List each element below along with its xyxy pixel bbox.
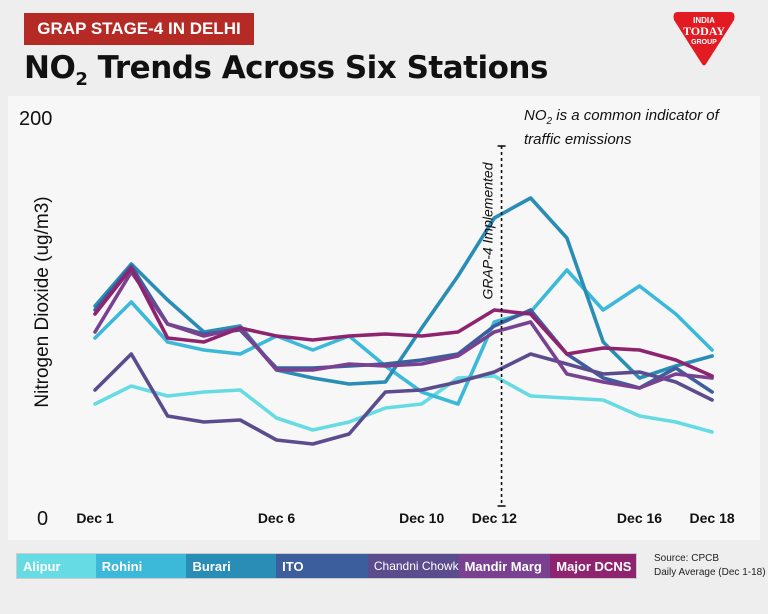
annotation-line1: NO2 is a common indicator of bbox=[524, 107, 721, 127]
x-tick-label: Dec 6 bbox=[258, 510, 296, 526]
y-tick-label: 200 bbox=[19, 108, 52, 130]
x-tick-label: Dec 10 bbox=[399, 510, 444, 526]
x-tick-label: Dec 12 bbox=[472, 510, 517, 526]
marker-label: GRAP-4 Implemented bbox=[480, 161, 496, 299]
no2-line-chart: 0 200 Dec 1 Dec 6 Dec 10 Dec 12 Dec 16 Dec 18 N… bbox=[19, 107, 735, 530]
series-line-alipur bbox=[93, 374, 714, 434]
series-line-mandir-marg bbox=[93, 270, 714, 390]
title-subscript: 2 bbox=[75, 69, 88, 91]
source-note: Source: CPCB Daily Average (Dec 1-18) bbox=[654, 552, 766, 580]
title-rest: Trends Across Six Stations bbox=[87, 50, 549, 86]
series-line-rohini bbox=[93, 268, 714, 406]
series-line-chandni-chowk bbox=[93, 352, 714, 446]
legend-item-chandni-chowk: Chandni Chowk bbox=[367, 554, 459, 578]
logo-shape bbox=[673, 12, 735, 66]
x-tick-label: Dec 16 bbox=[617, 510, 662, 526]
series-group bbox=[93, 196, 714, 446]
logo-line1: INDIA bbox=[693, 16, 715, 25]
legend-item-ito: ITO bbox=[276, 554, 368, 578]
legend-item-alipur: Alipur bbox=[17, 554, 96, 578]
series-line-major-dcns bbox=[93, 266, 714, 378]
x-tick-label: Dec 1 bbox=[76, 510, 114, 526]
stage-tag: GRAP STAGE-4 IN DELHI bbox=[24, 13, 254, 45]
annotation-line2: traffic emissions bbox=[524, 131, 632, 148]
y-axis-label: Nitrogen Dioxide (ug/m3) bbox=[32, 196, 53, 407]
legend-item-rohini: Rohini bbox=[95, 554, 187, 578]
logo-line3: GROUP bbox=[691, 39, 717, 46]
y-tick-label: 0 bbox=[37, 508, 48, 530]
legend-item-burari: Burari bbox=[186, 554, 277, 578]
legend-item-major-dcns: Major DCNS bbox=[550, 554, 636, 578]
grap4-marker: GRAP-4 Implemented bbox=[480, 145, 506, 507]
legend-item-mandir-marg: Mandir Marg bbox=[458, 554, 551, 578]
logo-line2: TODAY bbox=[683, 24, 725, 38]
page-title: NO2 Trends Across Six Stations bbox=[24, 50, 548, 90]
title-no: NO bbox=[24, 50, 76, 86]
india-today-logo: INDIA TODAY GROUP bbox=[673, 12, 735, 66]
date-range-line: Daily Average (Dec 1-18) bbox=[654, 567, 766, 578]
x-tick-label: Dec 18 bbox=[690, 510, 735, 526]
series-line-burari bbox=[93, 196, 714, 386]
legend: Alipur Rohini Burari ITO Chandni Chowk Mandir… bbox=[16, 553, 637, 579]
axis-ticks: 0 200 Dec 1 Dec 6 Dec 10 Dec 12 Dec 16 Dec 18 bbox=[19, 108, 735, 530]
source-line: Source: CPCB bbox=[654, 553, 720, 564]
chart-panel: 0 200 Dec 1 Dec 6 Dec 10 Dec 12 Dec 16 Dec 18 N… bbox=[8, 96, 760, 540]
